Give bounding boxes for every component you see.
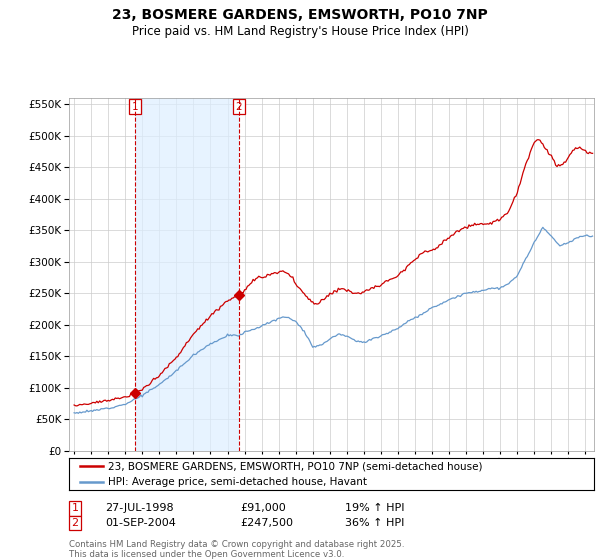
- Text: Price paid vs. HM Land Registry's House Price Index (HPI): Price paid vs. HM Land Registry's House …: [131, 25, 469, 38]
- Text: 27-JUL-1998: 27-JUL-1998: [105, 503, 173, 514]
- Text: 1: 1: [71, 503, 79, 514]
- Text: 01-SEP-2004: 01-SEP-2004: [105, 518, 176, 528]
- Text: 2: 2: [236, 101, 242, 111]
- Text: 1: 1: [132, 101, 139, 111]
- Text: HPI: Average price, semi-detached house, Havant: HPI: Average price, semi-detached house,…: [109, 477, 367, 487]
- Text: Contains HM Land Registry data © Crown copyright and database right 2025.
This d: Contains HM Land Registry data © Crown c…: [69, 540, 404, 559]
- Text: £91,000: £91,000: [240, 503, 286, 514]
- Text: £247,500: £247,500: [240, 518, 293, 528]
- Bar: [135, 98, 239, 451]
- Text: 23, BOSMERE GARDENS, EMSWORTH, PO10 7NP: 23, BOSMERE GARDENS, EMSWORTH, PO10 7NP: [112, 8, 488, 22]
- Text: 36% ↑ HPI: 36% ↑ HPI: [345, 518, 404, 528]
- Text: 19% ↑ HPI: 19% ↑ HPI: [345, 503, 404, 514]
- Text: 2: 2: [71, 518, 79, 528]
- Text: 23, BOSMERE GARDENS, EMSWORTH, PO10 7NP (semi-detached house): 23, BOSMERE GARDENS, EMSWORTH, PO10 7NP …: [109, 461, 483, 472]
